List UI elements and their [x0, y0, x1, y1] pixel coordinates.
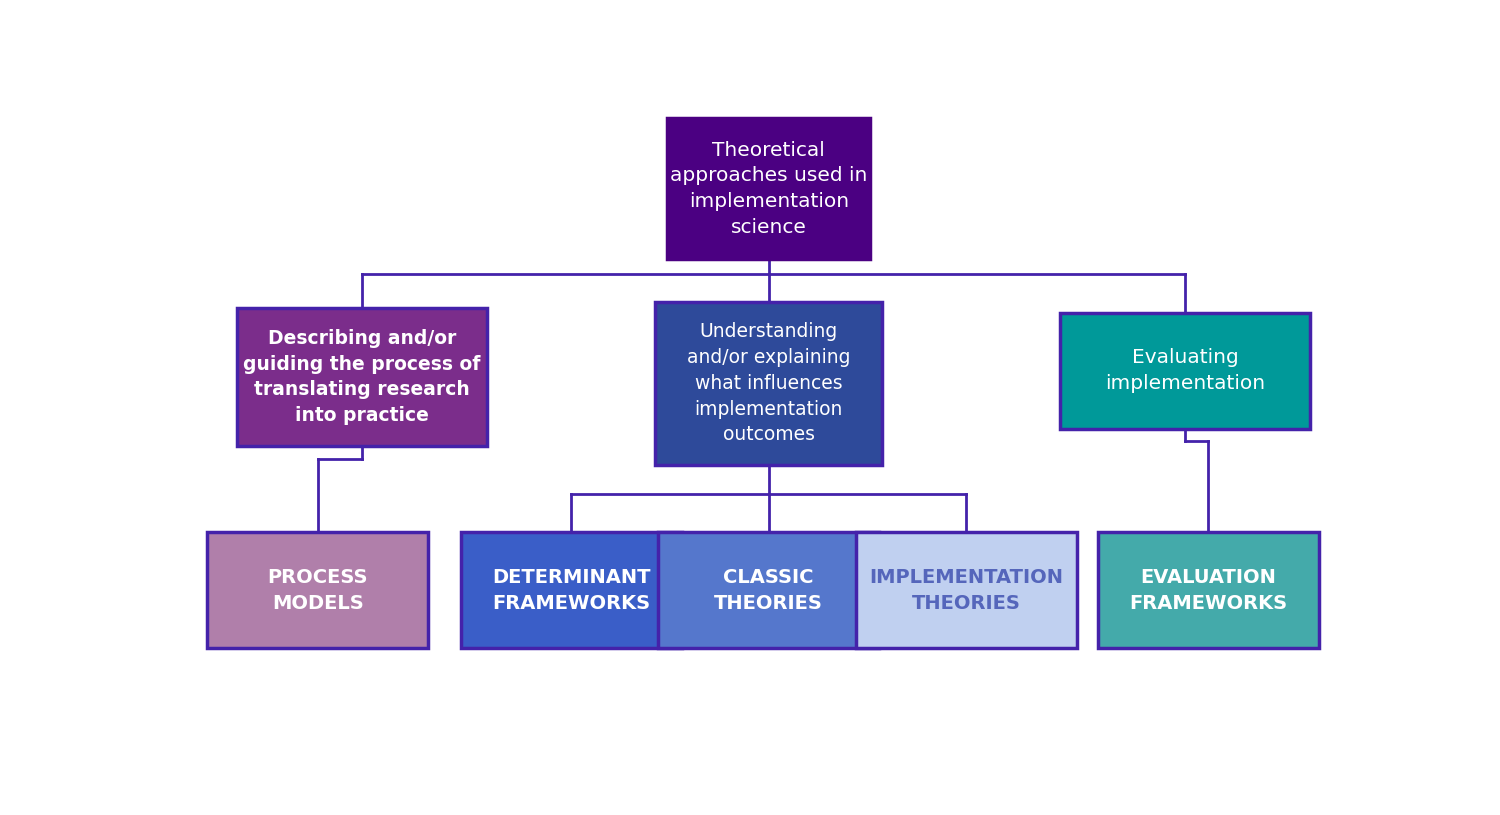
FancyBboxPatch shape: [656, 302, 882, 465]
Text: IMPLEMENTATION
THEORIES: IMPLEMENTATION THEORIES: [870, 568, 1064, 613]
FancyBboxPatch shape: [1098, 532, 1318, 649]
Text: Evaluating
implementation: Evaluating implementation: [1106, 348, 1264, 393]
Text: Describing and/or
guiding the process of
translating research
into practice: Describing and/or guiding the process of…: [243, 329, 480, 425]
FancyBboxPatch shape: [237, 308, 488, 446]
FancyBboxPatch shape: [668, 118, 870, 259]
FancyBboxPatch shape: [856, 532, 1077, 649]
Text: PROCESS
MODELS: PROCESS MODELS: [267, 568, 368, 613]
Text: CLASSIC
THEORIES: CLASSIC THEORIES: [714, 568, 824, 613]
FancyBboxPatch shape: [207, 532, 428, 649]
FancyBboxPatch shape: [1060, 313, 1310, 429]
Text: EVALUATION
FRAMEWORKS: EVALUATION FRAMEWORKS: [1130, 568, 1287, 613]
Text: Understanding
and/or explaining
what influences
implementation
outcomes: Understanding and/or explaining what inf…: [687, 323, 850, 444]
FancyBboxPatch shape: [460, 532, 681, 649]
Text: DETERMINANT
FRAMEWORKS: DETERMINANT FRAMEWORKS: [492, 568, 651, 613]
FancyBboxPatch shape: [658, 532, 879, 649]
Text: Theoretical
approaches used in
implementation
science: Theoretical approaches used in implement…: [670, 141, 867, 237]
